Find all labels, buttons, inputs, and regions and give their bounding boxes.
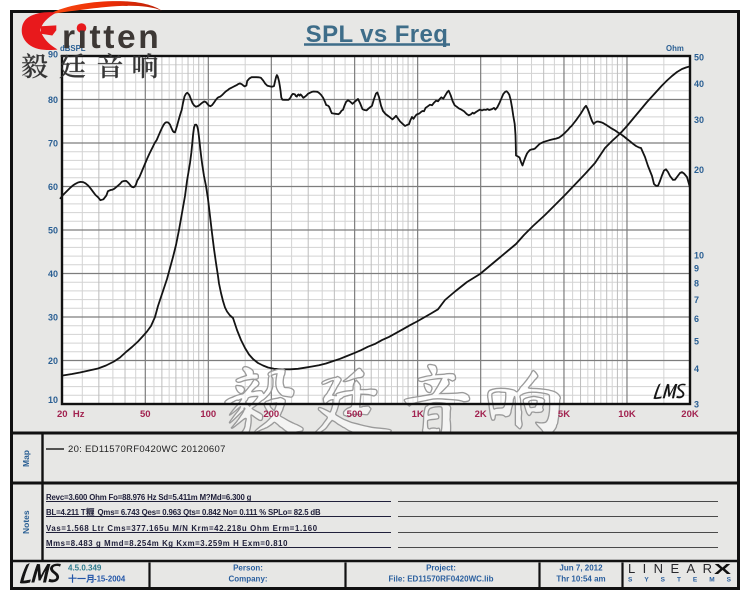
svg-text:Jun 7, 2012: Jun 7, 2012 bbox=[559, 564, 603, 573]
svg-text:90: 90 bbox=[48, 50, 58, 60]
svg-text:File: ED11570RF0420WC.lib: File: ED11570RF0420WC.lib bbox=[389, 575, 494, 584]
svg-text:80: 80 bbox=[48, 95, 58, 105]
svg-text:dBSPL: dBSPL bbox=[60, 44, 86, 53]
svg-text:50: 50 bbox=[140, 409, 151, 420]
svg-text:1K: 1K bbox=[412, 409, 424, 420]
svg-text:Map: Map bbox=[21, 450, 31, 467]
svg-text:50: 50 bbox=[694, 53, 704, 63]
svg-text:9: 9 bbox=[694, 264, 699, 274]
svg-text:200: 200 bbox=[263, 409, 279, 420]
svg-text:Project:: Project: bbox=[426, 564, 456, 573]
svg-text:Qms= 6.743 Qes= 0.963 Qts= 0: Qms= 6.743 Qes= 0.963 Qts= 0.842 No= 0.1… bbox=[96, 508, 322, 517]
svg-text:40: 40 bbox=[694, 79, 704, 89]
svg-text:70: 70 bbox=[48, 139, 58, 149]
svg-text:SYSTEMS: SYSTEMS bbox=[628, 577, 732, 584]
svg-text:20: 20 bbox=[694, 165, 704, 175]
svg-text:BL=4.211 T: BL=4.211 T bbox=[46, 508, 86, 517]
svg-text:50: 50 bbox=[48, 226, 58, 236]
svg-text:2K: 2K bbox=[475, 409, 487, 420]
svg-text:Company:: Company: bbox=[228, 575, 267, 584]
svg-text:10: 10 bbox=[694, 251, 704, 261]
svg-text:4.5.0.349: 4.5.0.349 bbox=[68, 564, 102, 573]
svg-text:60: 60 bbox=[48, 182, 58, 192]
svg-text:Thr 10:54 am: Thr 10:54 am bbox=[556, 575, 605, 584]
svg-text:Notes: Notes bbox=[21, 510, 31, 534]
svg-text:20: 20 bbox=[48, 356, 58, 366]
svg-text:Person:: Person: bbox=[233, 564, 263, 573]
svg-text:3: 3 bbox=[694, 399, 699, 409]
svg-text:10K: 10K bbox=[618, 409, 636, 420]
svg-text:-15-2004: -15-2004 bbox=[94, 575, 126, 584]
svg-text:4: 4 bbox=[694, 364, 699, 374]
svg-text:30: 30 bbox=[48, 313, 58, 323]
svg-text:10: 10 bbox=[48, 395, 58, 405]
svg-text:7: 7 bbox=[694, 295, 699, 305]
svg-text:30: 30 bbox=[694, 115, 704, 125]
svg-text:20 Hz: 20 Hz bbox=[57, 409, 85, 420]
svg-text:500: 500 bbox=[347, 409, 363, 420]
svg-text:X: X bbox=[714, 562, 732, 578]
svg-text:40: 40 bbox=[48, 269, 58, 279]
svg-text:6: 6 bbox=[694, 314, 699, 324]
svg-text:Revc=3.600 Ohm Fo=88.976 Hz: Revc=3.600 Ohm Fo=88.976 Hz Sd=5.411m M?… bbox=[46, 493, 252, 502]
svg-text:100: 100 bbox=[200, 409, 216, 420]
svg-text:Vas=1.568 Ltr Cms=377.165u M/: Vas=1.568 Ltr Cms=377.165u M/N Krm=42.21… bbox=[46, 524, 318, 533]
svg-text:20: ED11570RF0420WC 20120607: 20: ED11570RF0420WC 20120607 bbox=[68, 444, 226, 455]
svg-text:Mms=8.483 g Mmd=8.254m Kg Kx: Mms=8.483 g Mmd=8.254m Kg Kxm=3.259m H E… bbox=[46, 539, 288, 548]
svg-text:rıtten: rıtten bbox=[62, 19, 161, 56]
svg-text:5K: 5K bbox=[558, 409, 570, 420]
svg-text:8: 8 bbox=[694, 278, 699, 288]
svg-text:Ohm: Ohm bbox=[666, 44, 684, 53]
svg-text:20K: 20K bbox=[681, 409, 699, 420]
svg-text:5: 5 bbox=[694, 336, 699, 346]
